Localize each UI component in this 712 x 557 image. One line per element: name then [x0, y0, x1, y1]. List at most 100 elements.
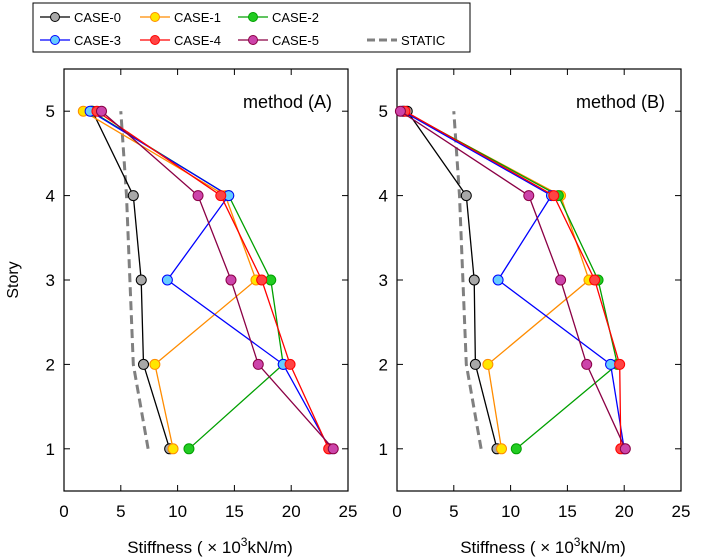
x-tick-label: 20 [615, 502, 634, 521]
data-point-case-2-story-1 [183, 443, 195, 455]
x-axis-label-part: kN/m) [247, 538, 292, 557]
legend-label-case-1: CASE-1 [174, 10, 221, 25]
x-tick-label: 5 [116, 502, 125, 521]
x-tick-label: 0 [59, 502, 68, 521]
data-point-case-0-story-4 [127, 190, 139, 202]
data-point-case-5-story-1 [327, 443, 339, 455]
x-axis-label-part: 3 [241, 535, 248, 549]
y-tick-label: 3 [379, 271, 388, 290]
data-point-case-4-story-2 [284, 358, 296, 370]
series-line-case-0 [406, 110, 498, 449]
legend-item-case-5: CASE-5 [238, 33, 319, 48]
data-point-case-4-story-2 [614, 358, 626, 370]
series-static [119, 111, 150, 450]
data-point-case-0-story-3 [135, 274, 147, 286]
x-tick-label: 20 [282, 502, 301, 521]
y-axis-label: Story [5, 261, 22, 298]
x-tick-label: 10 [168, 502, 187, 521]
legend-marker-case-0 [50, 12, 60, 22]
legend-item-case-4: CASE-4 [140, 33, 221, 48]
y-tick-label: 5 [46, 102, 55, 121]
data-point-case-1-story-1 [496, 443, 508, 455]
data-point-case-5-story-1 [619, 443, 631, 455]
series-line-case-3 [89, 110, 331, 450]
data-point-case-1-story-2 [482, 358, 494, 370]
x-axis-label-part: × [207, 538, 217, 557]
x-axis-label-part: 3 [574, 535, 581, 549]
series-case-5 [95, 105, 339, 455]
y-tick-label: 2 [379, 355, 388, 374]
data-point-case-3-story-3 [161, 274, 173, 286]
y-tick-label: 3 [46, 271, 55, 290]
series-case-3 [84, 105, 336, 455]
legend-label-case-3: CASE-3 [74, 33, 121, 48]
data-point-case-5-story-2 [252, 358, 264, 370]
x-tick-label: 15 [558, 502, 577, 521]
legend: CASE-0 CASE-1 CASE-2 CASE-3 CASE-4 CASE-5 STAT… [32, 2, 471, 53]
legend-item-case-3: CASE-3 [40, 33, 121, 48]
data-point-case-4-story-4 [548, 190, 560, 202]
x-tick-label: 25 [672, 502, 691, 521]
x-tick-label: 25 [339, 502, 358, 521]
series-case-4 [91, 105, 335, 455]
data-point-case-4-story-3 [256, 274, 268, 286]
data-point-case-2-story-3 [265, 274, 277, 286]
series-case-5 [394, 105, 631, 455]
x-axis-label-part: Stiffness ( [127, 538, 207, 557]
y-tick-label: 1 [379, 440, 388, 459]
legend-item-case-0: CASE-0 [40, 10, 121, 25]
data-point-case-1-story-1 [167, 443, 179, 455]
x-axis-label: Stiffness ( × 103kN/m) [460, 535, 626, 557]
x-axis-label-part: 10 [217, 538, 241, 557]
legend-marker-case-4 [150, 35, 160, 45]
series-case-4 [399, 105, 627, 455]
x-axis-label-part: kN/m) [580, 538, 625, 557]
series-line-static [452, 111, 483, 450]
legend-item-case-1: CASE-1 [140, 10, 221, 25]
data-point-case-5-story-5 [95, 105, 107, 117]
y-tick-label: 4 [379, 187, 388, 206]
x-axis-label: Stiffness ( × 103kN/m) [127, 535, 293, 557]
x-tick-label: 10 [501, 502, 520, 521]
y-tick-label: 2 [46, 355, 55, 374]
data-point-case-5-story-3 [555, 274, 567, 286]
legend-marker-case-5 [248, 35, 258, 45]
legend-item-case-2: CASE-2 [238, 10, 319, 25]
panel-title: method (B) [576, 92, 665, 112]
x-axis-label-part: Stiffness ( [460, 538, 540, 557]
series-line-case-4 [96, 110, 330, 450]
y-tick-label: 1 [46, 440, 55, 459]
legend-label-case-0: CASE-0 [74, 10, 121, 25]
x-tick-label: 15 [225, 502, 244, 521]
data-point-case-0-story-2 [138, 358, 150, 370]
x-axis-label-part: × [540, 538, 550, 557]
legend-marker-case-3 [50, 35, 60, 45]
data-point-case-4-story-3 [589, 274, 601, 286]
y-tick-label: 5 [379, 102, 388, 121]
x-tick-label: 0 [392, 502, 401, 521]
data-point-case-0-story-3 [468, 274, 480, 286]
data-point-case-4-story-4 [215, 190, 227, 202]
data-point-case-0-story-4 [460, 190, 472, 202]
series-line-static [119, 111, 150, 450]
data-point-case-5-story-2 [581, 358, 593, 370]
legend-label-case-2: CASE-2 [272, 10, 319, 25]
data-point-case-5-story-3 [225, 274, 237, 286]
series-static [452, 111, 483, 450]
y-tick-label: 4 [46, 187, 55, 206]
data-point-case-2-story-1 [510, 443, 522, 455]
data-point-case-3-story-3 [492, 274, 504, 286]
legend-label-case-5: CASE-5 [272, 33, 319, 48]
legend-marker-case-2 [248, 12, 258, 22]
x-axis-label-part: 10 [550, 538, 574, 557]
legend-label-case-4: CASE-4 [174, 33, 221, 48]
data-point-case-5-story-5 [394, 105, 406, 117]
plot-frame [63, 68, 349, 492]
legend-label-static: STATIC [401, 33, 445, 48]
data-point-case-0-story-2 [469, 358, 481, 370]
x-tick-label: 5 [449, 502, 458, 521]
